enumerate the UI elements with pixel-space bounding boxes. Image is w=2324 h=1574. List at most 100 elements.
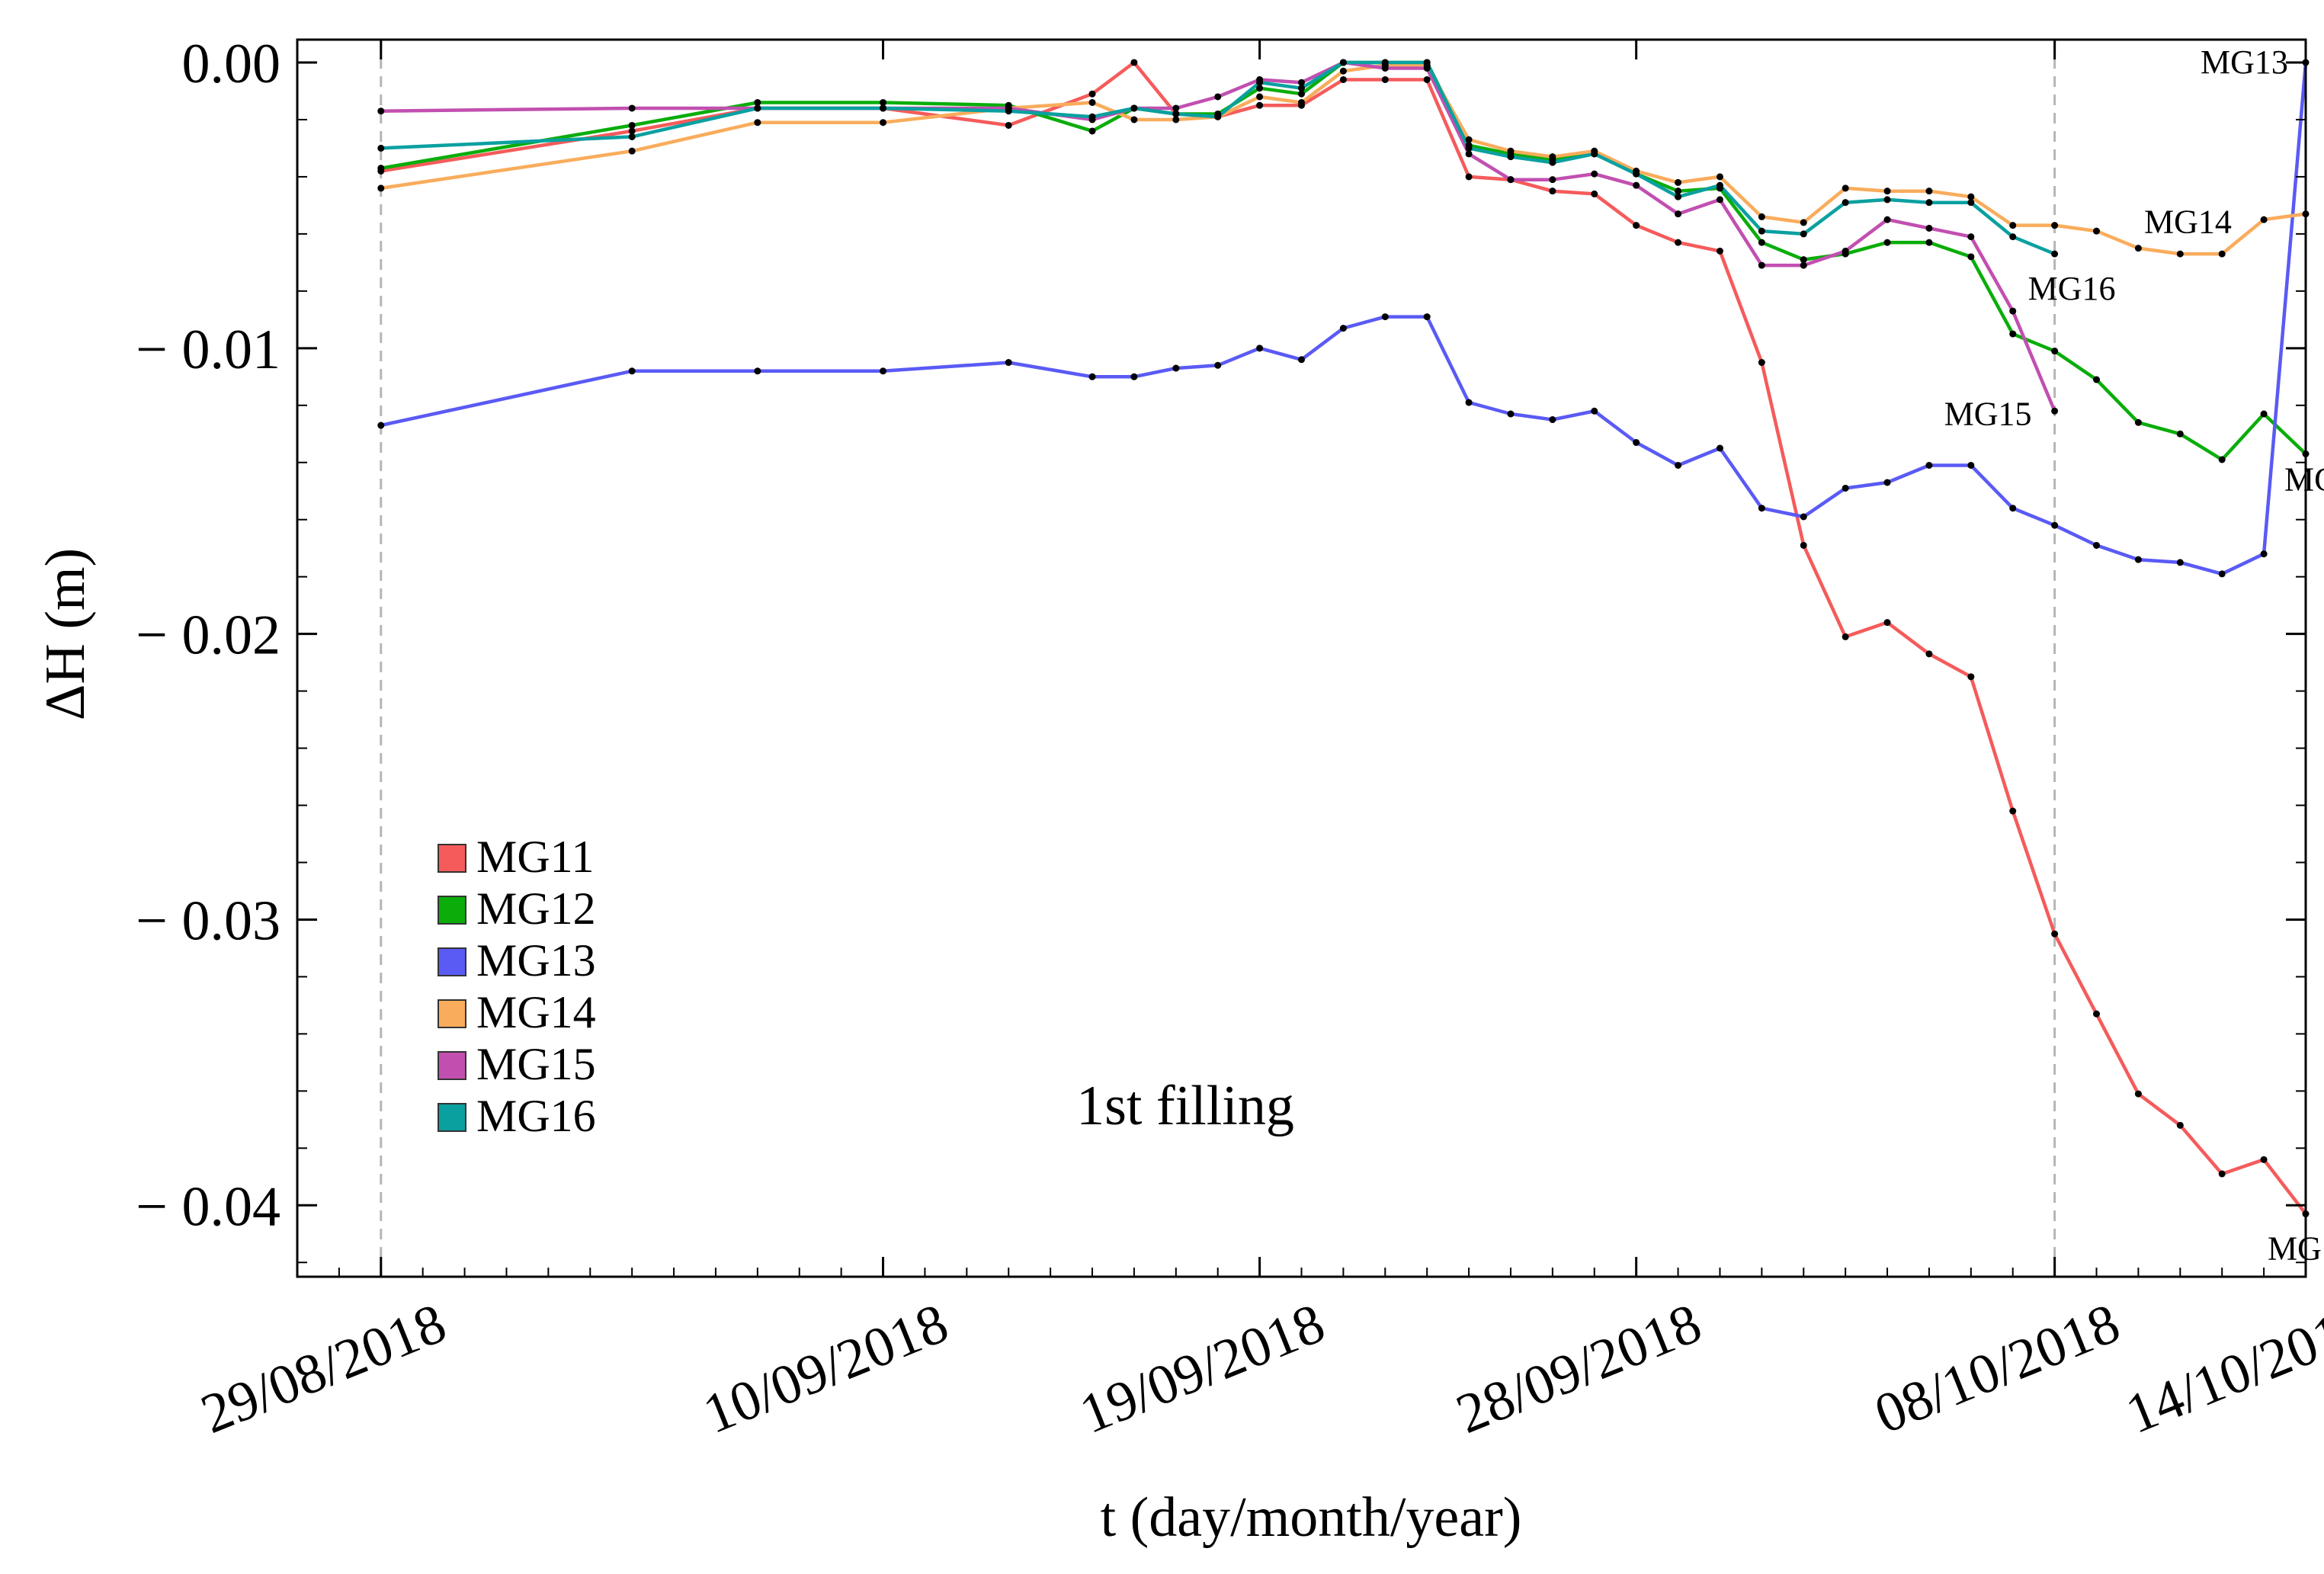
data-point-mg11 — [1339, 75, 1347, 83]
data-point-mg13 — [1381, 313, 1389, 321]
data-point-mg11 — [1800, 541, 1807, 549]
y-tick-label: − 0.03 — [136, 890, 280, 952]
data-point-mg14 — [2260, 216, 2268, 223]
data-point-mg13 — [1591, 407, 1598, 415]
data-point-mg16 — [1465, 144, 1473, 152]
data-point-mg14 — [1758, 213, 1765, 220]
data-point-mg11 — [1842, 633, 1849, 640]
data-point-mg14 — [754, 119, 761, 127]
legend-label-mg13: MG13 — [476, 935, 596, 986]
legend-swatch-mg13 — [438, 947, 466, 976]
data-point-mg13 — [1925, 461, 1933, 469]
data-point-mg13 — [754, 367, 761, 375]
data-point-mg16 — [377, 144, 385, 152]
data-point-mg13 — [1716, 444, 1723, 452]
data-point-mg16 — [2009, 233, 2017, 241]
series-line-mg14 — [380, 63, 2306, 256]
data-point-mg13 — [1800, 513, 1807, 521]
data-point-mg11 — [2134, 1090, 2142, 1098]
data-point-mg16 — [1005, 107, 1012, 115]
data-point-mg15 — [1591, 170, 1598, 178]
data-point-mg11 — [1256, 101, 1264, 109]
data-point-mg16 — [1381, 59, 1389, 66]
data-point-mg11 — [2176, 1121, 2184, 1129]
y-tick-label: − 0.04 — [136, 1175, 280, 1238]
data-point-mg15 — [1172, 104, 1180, 112]
data-point-mg14 — [1925, 188, 1933, 195]
data-point-mg12 — [2134, 418, 2142, 426]
series-markers — [377, 59, 2310, 1218]
data-point-mg15 — [2009, 307, 2017, 315]
data-point-mg11 — [1005, 121, 1012, 129]
data-point-mg11 — [1758, 359, 1765, 367]
data-point-mg13 — [2009, 505, 2017, 512]
data-point-mg12 — [1088, 127, 1096, 135]
x-axis-label: t (day/month/year) — [1101, 1486, 1522, 1549]
data-point-mg16 — [1339, 59, 1347, 66]
data-point-mg13 — [2134, 556, 2142, 563]
data-point-mg11 — [1130, 59, 1138, 66]
data-point-mg13 — [880, 367, 887, 375]
data-point-mg13 — [1967, 461, 1975, 469]
data-point-mg16 — [1800, 230, 1807, 238]
y-tick-label: − 0.02 — [136, 604, 280, 667]
data-point-mg16 — [1214, 113, 1222, 120]
data-point-mg13 — [1339, 325, 1347, 332]
legend-swatch-mg16 — [438, 1103, 466, 1132]
data-point-mg16 — [1633, 170, 1640, 178]
legend-swatch-mg14 — [438, 999, 466, 1028]
data-point-mg16 — [1130, 104, 1138, 112]
data-point-mg16 — [1716, 181, 1723, 189]
data-point-mg15 — [1507, 176, 1515, 184]
legend-label-mg14: MG14 — [476, 987, 596, 1037]
data-point-mg16 — [1507, 153, 1515, 161]
data-point-mg11 — [1381, 75, 1389, 83]
data-point-mg14 — [1675, 178, 1682, 186]
series-line-mg11 — [380, 60, 2307, 1215]
end-label-mg11: MG11 — [2268, 1230, 2324, 1268]
data-point-mg13 — [628, 367, 636, 375]
data-point-mg15 — [628, 104, 636, 112]
data-point-mg16 — [1842, 199, 1849, 207]
data-point-mg11 — [2093, 1010, 2101, 1018]
data-point-mg13 — [2260, 550, 2268, 558]
data-point-mg13 — [1423, 313, 1431, 321]
data-point-mg11 — [2218, 1170, 2226, 1178]
data-point-mg16 — [1088, 113, 1096, 120]
data-point-mg13 — [2176, 559, 2184, 566]
data-point-mg16 — [880, 104, 887, 112]
legend-swatch-mg12 — [438, 896, 466, 925]
data-point-mg14 — [1298, 98, 1305, 106]
data-point-mg15 — [1214, 93, 1222, 101]
data-point-mg16 — [1549, 159, 1556, 166]
data-point-mg13 — [1130, 373, 1138, 380]
data-point-mg11 — [2051, 930, 2059, 938]
data-point-mg13 — [1675, 461, 1682, 469]
data-point-mg16 — [1883, 196, 1891, 204]
data-point-mg15 — [1549, 176, 1556, 184]
data-point-mg11 — [2260, 1156, 2268, 1163]
data-point-mg16 — [1675, 193, 1682, 200]
data-point-mg11 — [2009, 807, 2017, 815]
end-label-mg12: MG12 — [2284, 460, 2324, 498]
data-point-mg13 — [1842, 484, 1849, 492]
legend-label-mg12: MG12 — [476, 883, 596, 934]
data-point-mg15 — [1381, 64, 1389, 72]
data-point-mg11 — [1716, 247, 1723, 255]
data-point-mg12 — [880, 98, 887, 106]
data-point-mg16 — [1423, 59, 1431, 66]
data-point-mg14 — [1172, 116, 1180, 123]
data-point-mg11 — [1591, 190, 1598, 197]
data-point-mg14 — [2093, 227, 2101, 235]
data-point-mg15 — [2051, 407, 2059, 415]
data-point-mg13 — [1088, 373, 1096, 380]
end-label-mg16: MG16 — [2028, 270, 2116, 307]
data-point-mg12 — [1675, 188, 1682, 195]
data-point-mg12 — [628, 121, 636, 129]
data-point-mg11 — [1925, 650, 1933, 658]
data-point-mg15 — [1842, 247, 1849, 255]
data-point-mg14 — [1088, 98, 1096, 106]
axis-ticks: 0.00 − 0.01 − 0.02 − 0.03 − 0.04 29/08/2018 10… — [136, 33, 2324, 1446]
data-point-mg13 — [1005, 359, 1012, 367]
